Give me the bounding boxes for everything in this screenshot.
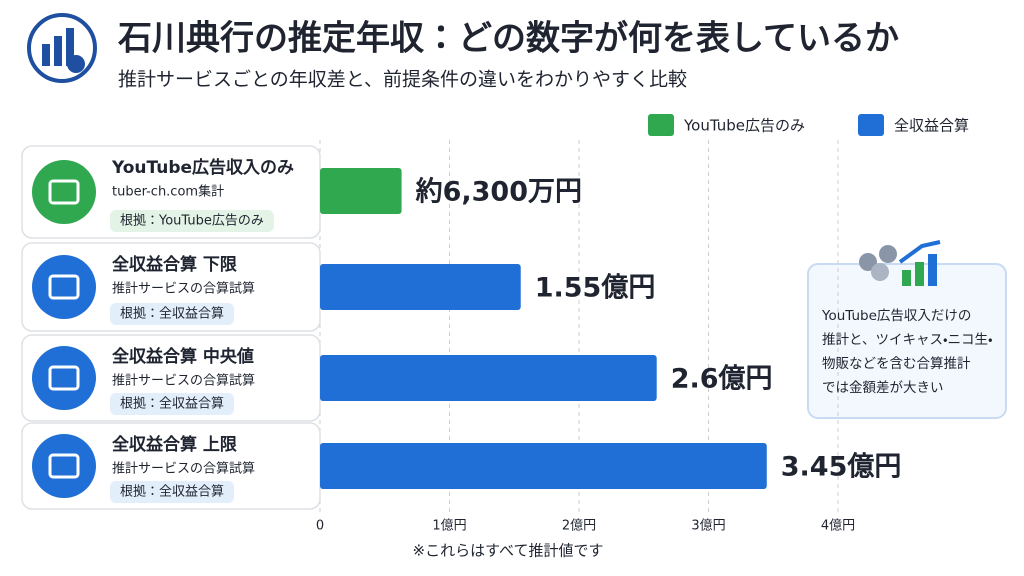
- bar: [320, 168, 402, 214]
- card-icon-glyph: [48, 274, 80, 300]
- category-badge-label: 根拠：YouTube広告のみ: [120, 214, 264, 229]
- category-badge: [110, 393, 235, 415]
- category-badge-label: 根拠：全収益合算: [120, 307, 224, 322]
- note-line: では金額差が大きい: [822, 380, 944, 396]
- x-tick-label: 3億円: [691, 519, 725, 534]
- category-badge: [110, 210, 274, 232]
- bar: [320, 264, 521, 310]
- value-label: 約6,300万円: [415, 177, 582, 208]
- category-source: tuber-ch.com集計: [112, 184, 224, 200]
- logo: [27, 13, 97, 83]
- bar: [320, 355, 657, 401]
- category-label: 全収益合算 下限: [112, 254, 237, 275]
- category-source: 推計サービスの合算試算: [112, 461, 255, 477]
- legend-swatch: [858, 114, 884, 136]
- legend-swatch: [648, 114, 674, 136]
- card-icon-glyph: [48, 453, 80, 479]
- category-badge-label: 根拠：全収益合算: [120, 485, 224, 500]
- category-badge: [110, 303, 235, 325]
- x-tick-label: 2億円: [562, 519, 596, 534]
- category-label: YouTube広告収入のみ: [111, 157, 294, 178]
- title: 石川典行の推定年収：どの数字が何を表しているか: [117, 19, 899, 59]
- category-badge: [110, 481, 235, 503]
- category-card: YouTube広告収入のみ tuber-ch.com集計根拠：YouTube広告の…: [21, 145, 321, 239]
- category-badge-label: 根拠：全収益合算: [120, 397, 224, 412]
- note-line: 物販などを含む合算推計: [822, 356, 971, 372]
- legend-label: 全収益合算: [894, 117, 969, 135]
- value-label: 1.55億円: [535, 273, 656, 304]
- category-source: 推計サービスの合算試算: [112, 373, 255, 389]
- card-icon-glyph: [48, 365, 80, 391]
- x-tick-label: 0: [316, 519, 324, 534]
- note-box: [807, 240, 1007, 419]
- category-label: 全収益合算 上限: [112, 434, 237, 455]
- card-icon: [32, 434, 96, 498]
- card-icon: [32, 346, 96, 410]
- subtitle: 推計サービスごとの年収差と、前提条件の違いをわかりやすく比較: [118, 69, 687, 91]
- card-icon: [32, 160, 96, 224]
- value-label: 3.45億円: [781, 452, 902, 483]
- note-line: 推計と、ツイキャス・ニコ生・: [822, 332, 993, 348]
- x-tick-label: 4億円: [821, 519, 855, 534]
- bar: [320, 443, 767, 489]
- card-icon: [32, 255, 96, 319]
- value-label: 2.6億円: [671, 364, 773, 395]
- x-tick-label: 1億円: [432, 519, 466, 534]
- legend-label: YouTube広告のみ: [683, 117, 805, 135]
- note-line: YouTube広告収入だけの: [821, 308, 971, 324]
- card-icon-glyph: [48, 179, 80, 205]
- footnote: ※これらはすべて推計値です: [413, 542, 604, 560]
- category-label: 全収益合算 中央値: [112, 346, 254, 367]
- category-source: 推計サービスの合算試算: [112, 281, 255, 297]
